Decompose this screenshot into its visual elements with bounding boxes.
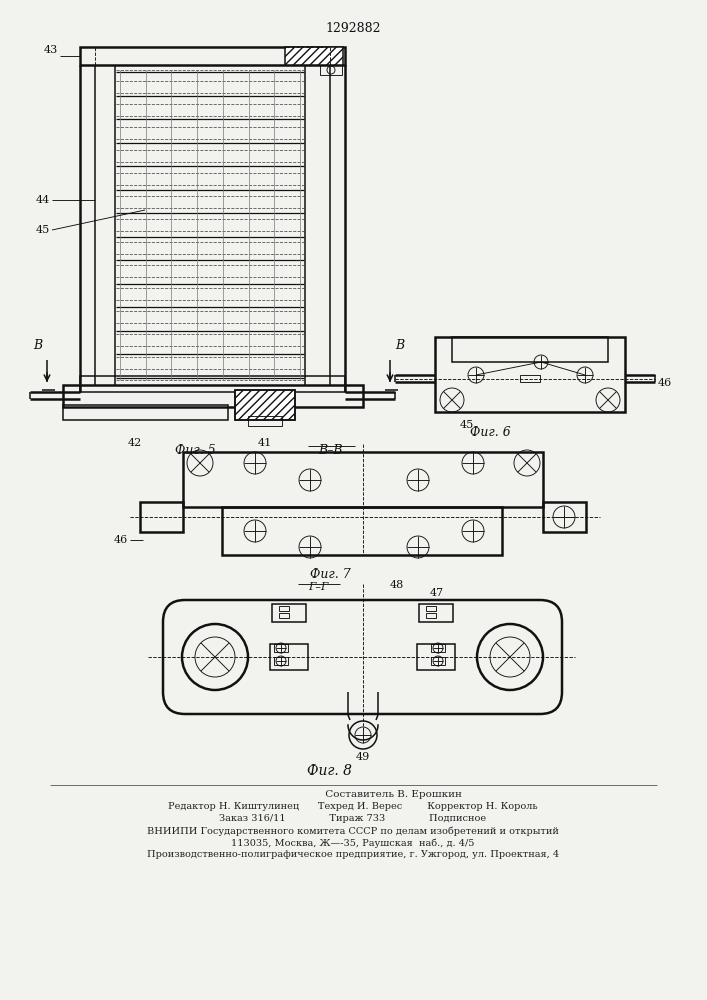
Text: 1292882: 1292882 — [325, 22, 381, 35]
Text: 48: 48 — [390, 580, 404, 590]
Bar — [222, 507, 502, 555]
Text: Фиг. 5: Фиг. 5 — [175, 444, 216, 457]
Text: 46: 46 — [114, 535, 128, 545]
Bar — [270, 644, 308, 670]
Text: 41: 41 — [258, 438, 272, 448]
Text: Заказ 316/11              Тираж 733              Подписное: Заказ 316/11 Тираж 733 Подписное — [219, 814, 486, 823]
Text: ВНИИПИ Государственного комитета СССР по делам изобретений и открытий: ВНИИПИ Государственного комитета СССР по… — [147, 826, 559, 836]
Text: 49: 49 — [356, 752, 370, 762]
Text: 45: 45 — [36, 225, 50, 235]
Text: Фиг. 6: Фиг. 6 — [469, 426, 510, 439]
Text: Г–Г: Г–Г — [308, 582, 328, 592]
Text: В–В: В–В — [317, 444, 342, 457]
Text: 43: 43 — [44, 45, 58, 55]
Text: 47: 47 — [430, 588, 444, 598]
Text: 45: 45 — [460, 420, 474, 430]
Bar — [279, 613, 289, 618]
Text: Редактор Н. Киштулинец      Техред И. Верес        Корректор Н. Король: Редактор Н. Киштулинец Техред И. Верес К… — [168, 802, 538, 811]
Text: Фиг. 8: Фиг. 8 — [308, 764, 353, 778]
Bar — [274, 644, 288, 652]
Bar — [431, 644, 445, 652]
Bar — [435, 337, 625, 412]
Bar — [80, 376, 345, 392]
Bar — [63, 385, 363, 407]
Bar — [183, 452, 543, 507]
Text: Производственно-полиграфическое предприятие, г. Ужгород, ул. Проектная, 4: Производственно-полиграфическое предприя… — [147, 850, 559, 859]
Bar — [543, 502, 586, 532]
Text: B: B — [33, 339, 42, 352]
Text: Составитель В. Ерошкин: Составитель В. Ерошкин — [244, 790, 462, 799]
Text: B: B — [395, 339, 404, 352]
Bar — [235, 390, 295, 420]
Bar — [426, 613, 436, 618]
Bar — [431, 657, 445, 665]
Bar — [320, 65, 342, 75]
Text: 46: 46 — [658, 378, 672, 388]
Bar — [520, 375, 540, 382]
Text: 44: 44 — [36, 195, 50, 205]
Text: Фиг. 7: Фиг. 7 — [310, 568, 351, 581]
Bar — [272, 604, 306, 622]
Bar — [140, 502, 183, 532]
Bar — [80, 47, 345, 65]
Bar — [235, 390, 295, 420]
Bar — [279, 606, 289, 611]
Bar — [248, 416, 282, 426]
Bar — [285, 47, 343, 65]
Bar — [419, 604, 453, 622]
Bar — [426, 606, 436, 611]
Text: 42: 42 — [128, 438, 142, 448]
Bar — [452, 337, 608, 362]
Bar — [274, 657, 288, 665]
Bar — [417, 644, 455, 670]
Text: 113035, Москва, Ж—-35, Раушская  наб., д. 4/5: 113035, Москва, Ж—-35, Раушская наб., д.… — [231, 838, 474, 848]
Bar — [63, 405, 228, 420]
